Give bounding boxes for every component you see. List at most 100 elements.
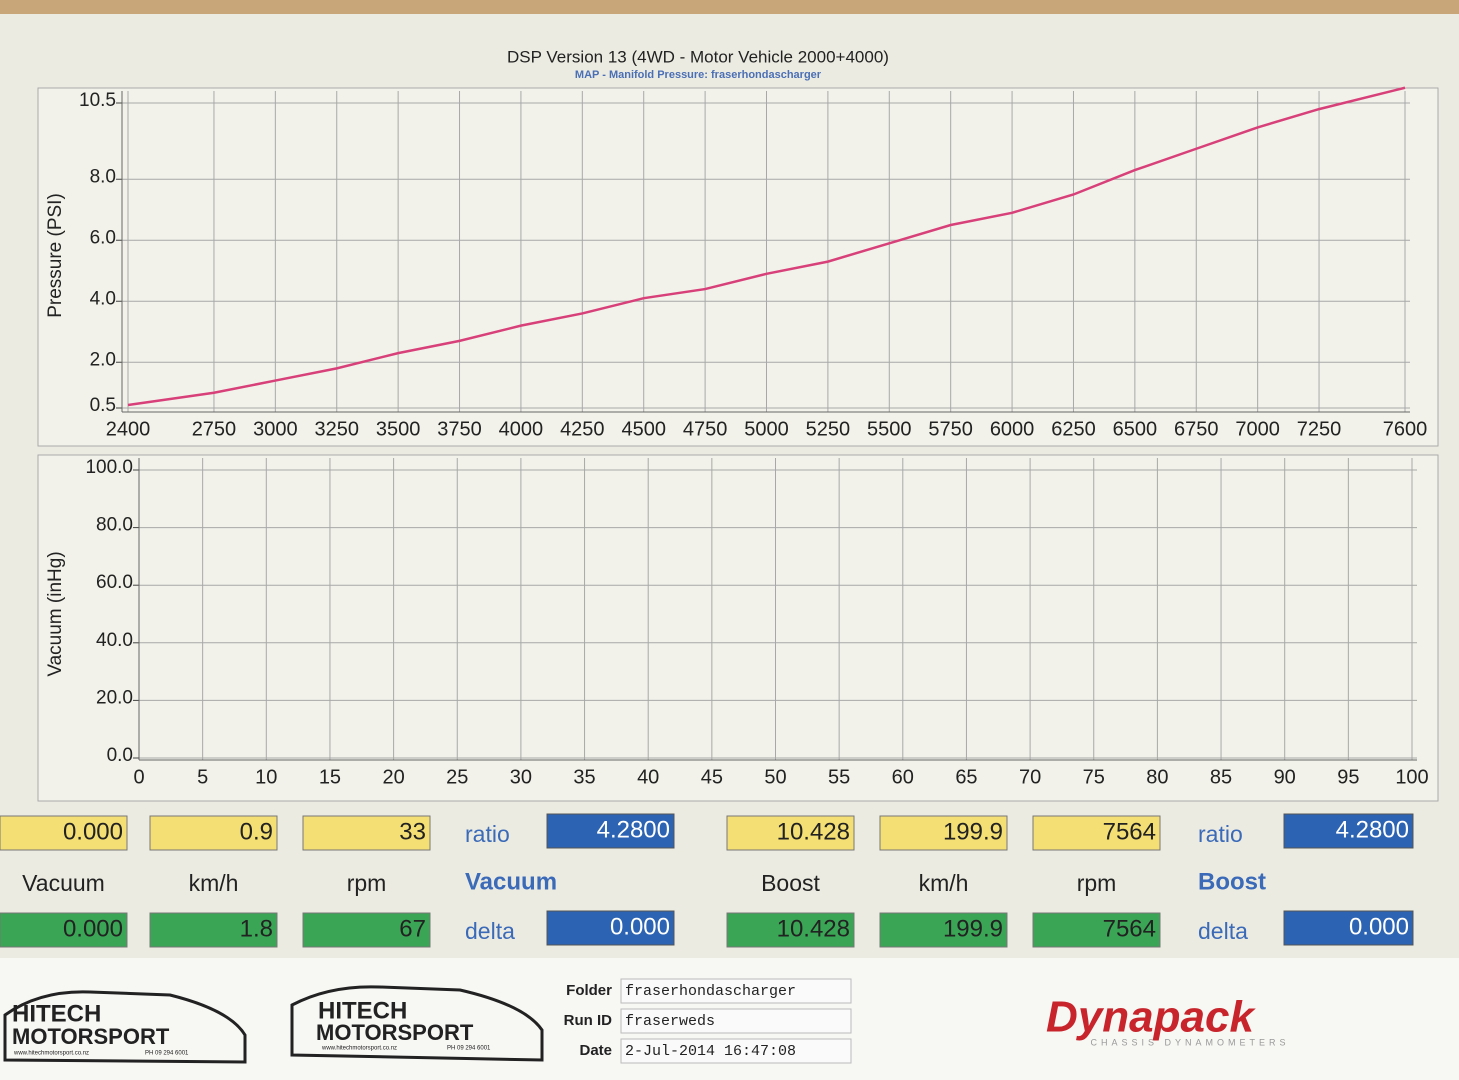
- readout-value: 0.9: [240, 818, 273, 845]
- readout-value: 67: [399, 915, 426, 942]
- field-box: [620, 1038, 852, 1064]
- readout-label: delta: [465, 918, 515, 944]
- readout-box: [546, 813, 675, 849]
- x-tick-label: 70: [1019, 766, 1041, 788]
- field-box: [620, 1008, 852, 1034]
- field-value: fraserweds: [625, 1013, 715, 1030]
- readout-box: [726, 815, 855, 851]
- x-tick-label: 75: [1083, 766, 1105, 788]
- x-tick-label: 60: [892, 766, 914, 788]
- logo-text: MOTORSPORT: [316, 1020, 474, 1045]
- logo-small: www.hitechmotorsport.co.nz: [321, 1046, 397, 1052]
- x-tick-label: 45: [701, 766, 723, 788]
- x-tick-label: 4500: [621, 418, 666, 440]
- x-tick-label: 3250: [314, 418, 359, 440]
- readout-box: [1032, 912, 1161, 948]
- x-tick-label: 5750: [928, 418, 973, 440]
- readout-label: km/h: [919, 870, 969, 896]
- logo-outline: [3, 990, 247, 1064]
- readout-label: delta: [1198, 918, 1248, 944]
- readout-value: 199.9: [943, 915, 1003, 942]
- readout-label: km/h: [189, 870, 239, 896]
- field-box: [620, 978, 852, 1004]
- x-tick-label: 5500: [867, 418, 912, 440]
- field-label: Folder: [566, 982, 612, 999]
- x-tick-label: 95: [1337, 766, 1359, 788]
- x-tick-label: 10: [255, 766, 277, 788]
- y-tick-label: 2.0: [90, 349, 116, 370]
- readout-value: 0.000: [610, 913, 670, 940]
- x-tick-label: 6250: [1051, 418, 1096, 440]
- y-tick-label: 4.0: [90, 288, 116, 309]
- brand: Dynapack: [1046, 993, 1256, 1042]
- readout-value: 0.000: [63, 915, 123, 942]
- x-tick-label: 90: [1274, 766, 1296, 788]
- logo-small: PH 09 294 6001: [447, 1046, 491, 1052]
- readout-box: [0, 815, 128, 851]
- y-tick-label: 100.0: [85, 457, 133, 478]
- x-tick-label: 4250: [560, 418, 605, 440]
- y-tick-label: 60.0: [96, 572, 133, 593]
- readout-label: ratio: [1198, 821, 1243, 847]
- x-tick-label: 40: [637, 766, 659, 788]
- readout-box: [0, 912, 128, 948]
- brand-sub: CHASSIS DYNAMOMETERS: [1090, 1037, 1289, 1047]
- x-tick-label: 2750: [192, 418, 237, 440]
- x-tick-label: 5000: [744, 418, 789, 440]
- y-tick-label: 10.5: [79, 90, 116, 111]
- x-tick-label: 100: [1395, 766, 1428, 788]
- logo: HITECH MOTORSPORT www.hitechmotorsport.c…: [290, 985, 544, 1062]
- x-tick-label: 65: [955, 766, 977, 788]
- x-tick-label: 0: [133, 766, 144, 788]
- readout-box: [1032, 815, 1161, 851]
- logo-small: PH 09 294 6001: [145, 1051, 189, 1057]
- readout-value: 10.428: [777, 915, 850, 942]
- x-tick-label: 3750: [437, 418, 482, 440]
- readout-box: [149, 815, 278, 851]
- x-tick-label: 55: [828, 766, 850, 788]
- x-tick-label: 50: [764, 766, 786, 788]
- readout-value: 7564: [1103, 818, 1156, 845]
- x-tick-label: 5: [197, 766, 208, 788]
- readout-value: 0.000: [1349, 913, 1409, 940]
- x-tick-label: 7250: [1297, 418, 1342, 440]
- y-tick-label: 80.0: [96, 515, 133, 536]
- field-label: Date: [579, 1042, 612, 1059]
- y-tick-label: 6.0: [90, 227, 116, 248]
- readout-box: [879, 912, 1008, 948]
- logo-text: HITECH: [318, 997, 407, 1024]
- y-axis-label: Pressure (PSI): [45, 193, 66, 318]
- footer: HITECH MOTORSPORT www.hitechmotorsport.c…: [3, 985, 1289, 1064]
- readout-label: ratio: [465, 821, 510, 847]
- x-tick-label: 20: [382, 766, 404, 788]
- y-tick-label: 40.0: [96, 630, 133, 651]
- x-tick-label: 80: [1146, 766, 1168, 788]
- y-tick-label: 0.5: [90, 395, 116, 416]
- readout-label: Boost: [761, 870, 820, 896]
- y-tick-label: 20.0: [96, 687, 133, 708]
- logo-text: HITECH: [12, 1000, 101, 1027]
- x-tick-label: 6000: [990, 418, 1035, 440]
- x-tick-label: 5250: [806, 418, 851, 440]
- readout-box: [1283, 813, 1414, 849]
- readout-value: 4.2800: [1336, 816, 1409, 843]
- chart-subtitle: MAP - Manifold Pressure: fraserhondascha…: [575, 69, 822, 81]
- field-value: fraserhondascharger: [625, 983, 796, 1000]
- chart-title: DSP Version 13 (4WD - Motor Vehicle 2000…: [507, 47, 889, 66]
- readout-value: 10.428: [777, 818, 850, 845]
- readout-value: 33: [399, 818, 426, 845]
- field-value: 2-Jul-2014 16:47:08: [625, 1043, 796, 1060]
- x-tick-label: 15: [319, 766, 341, 788]
- readout-box: [302, 912, 431, 948]
- x-tick-label: 30: [510, 766, 532, 788]
- chart-panel: [37, 87, 1439, 447]
- y-tick-label: 0.0: [107, 745, 133, 766]
- readout-value: 1.8: [240, 915, 273, 942]
- x-tick-label: 4750: [683, 418, 728, 440]
- logo-outline: [290, 985, 544, 1062]
- logo-small: www.hitechmotorsport.co.nz: [13, 1051, 89, 1057]
- x-tick-label: 4000: [499, 418, 544, 440]
- x-tick-label: 25: [446, 766, 468, 788]
- x-tick-label: 35: [573, 766, 595, 788]
